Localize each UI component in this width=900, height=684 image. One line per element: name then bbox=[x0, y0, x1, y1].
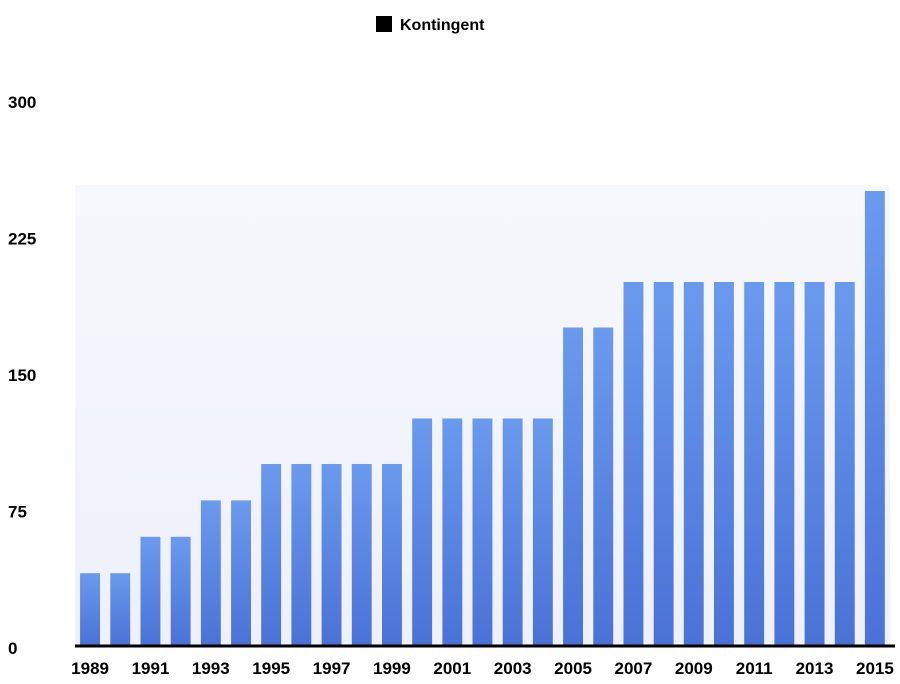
x-tick-label: 1989 bbox=[71, 659, 109, 678]
x-tick-label: 1993 bbox=[192, 659, 230, 678]
bar-1998 bbox=[351, 464, 372, 646]
bar-1991 bbox=[140, 536, 161, 646]
bar-2014 bbox=[834, 282, 855, 646]
bar-2008 bbox=[653, 282, 674, 646]
y-tick-label: 225 bbox=[8, 230, 36, 249]
legend: Kontingent bbox=[376, 16, 485, 34]
bar-series bbox=[80, 191, 885, 646]
bar-2015 bbox=[864, 191, 885, 646]
y-tick-label: 300 bbox=[8, 93, 36, 112]
bar-2009 bbox=[683, 282, 704, 646]
bar-1992 bbox=[170, 536, 191, 646]
bar-1995 bbox=[261, 464, 282, 646]
x-tick-label: 2015 bbox=[856, 659, 894, 678]
bar-2012 bbox=[774, 282, 795, 646]
x-tick-label: 2013 bbox=[796, 659, 834, 678]
bar-2004 bbox=[532, 418, 553, 646]
x-tick-label: 2005 bbox=[554, 659, 592, 678]
x-tick-label: 2011 bbox=[736, 659, 773, 678]
bar-2002 bbox=[472, 418, 493, 646]
bar-2011 bbox=[744, 282, 765, 646]
x-axis: 1989 1991 1993 1995 1997 1999 2001 2003 2005 2007… bbox=[71, 659, 894, 678]
legend-label: Kontingent bbox=[400, 17, 485, 34]
bar-1993 bbox=[200, 500, 221, 646]
y-tick-label: 150 bbox=[8, 366, 36, 385]
x-tick-label: 2003 bbox=[494, 659, 532, 678]
bar-1997 bbox=[321, 464, 342, 646]
bar-2003 bbox=[502, 418, 523, 646]
y-tick-label: 0 bbox=[8, 639, 17, 658]
y-tick-label: 75 bbox=[8, 503, 27, 522]
x-tick-label: 2009 bbox=[675, 659, 713, 678]
bar-2013 bbox=[804, 282, 825, 646]
bar-1990 bbox=[110, 573, 131, 646]
x-tick-label: 2007 bbox=[614, 659, 652, 678]
y-axis: 0 75 150 225 300 bbox=[8, 93, 36, 658]
x-tick-label: 1991 bbox=[132, 659, 170, 678]
bar-1994 bbox=[231, 500, 251, 646]
bar-1996 bbox=[291, 464, 312, 646]
bar-2001 bbox=[442, 418, 463, 646]
bar-2010 bbox=[714, 282, 734, 646]
x-tick-label: 1995 bbox=[252, 659, 290, 678]
bar-2007 bbox=[623, 282, 644, 646]
bar-2000 bbox=[412, 418, 433, 646]
bar-1999 bbox=[382, 464, 402, 646]
bar-1989 bbox=[80, 573, 100, 646]
bar-2005 bbox=[563, 327, 583, 646]
x-tick-label: 1997 bbox=[313, 659, 351, 678]
bar-2006 bbox=[593, 327, 614, 646]
x-tick-label: 1999 bbox=[373, 659, 411, 678]
x-tick-label: 2001 bbox=[433, 659, 471, 678]
legend-swatch bbox=[376, 16, 392, 32]
